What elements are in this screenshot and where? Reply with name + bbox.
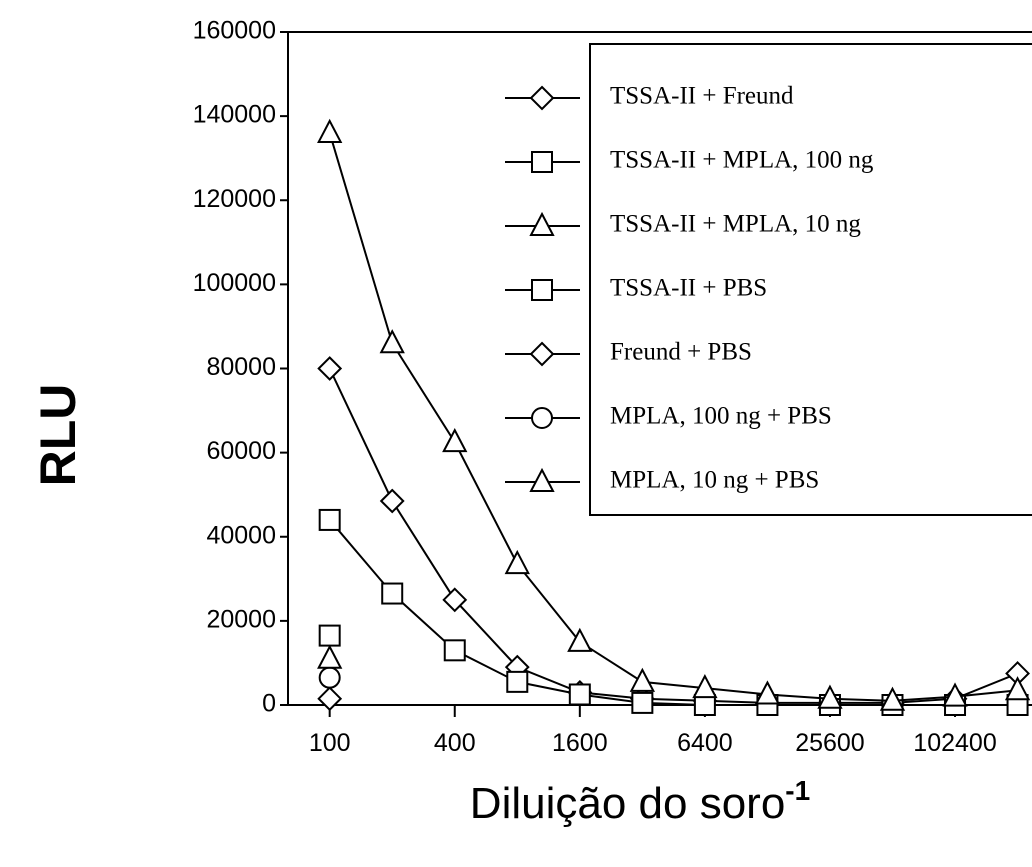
data-point — [692, 674, 718, 699]
legend: TSSA-II + Freund TSSA-II + MPLA, 100 ng TS… — [505, 43, 1032, 516]
data-point — [754, 680, 781, 705]
data-point — [631, 691, 654, 714]
data-point — [442, 427, 468, 453]
y-tick-label: 140000 — [193, 101, 276, 129]
legend-marker — [529, 85, 555, 111]
data-point — [318, 666, 341, 689]
data-point — [817, 684, 843, 709]
data-point — [318, 624, 341, 647]
data-point — [567, 627, 593, 652]
x-tick-label: 100 — [309, 729, 351, 757]
data-point — [568, 683, 591, 706]
legend-marker — [529, 341, 555, 367]
y-tick-label: 20000 — [206, 605, 276, 633]
legend-label: TSSA-II + PBS — [610, 275, 767, 302]
legend-marker — [531, 407, 553, 429]
data-point — [317, 118, 343, 143]
legend-label: Freund + PBS — [610, 339, 752, 366]
data-point — [506, 670, 529, 693]
x-axis-label-main: Diluição do soro — [470, 779, 786, 828]
legend-label: MPLA, 100 ng + PBS — [610, 403, 832, 430]
data-point — [879, 686, 906, 711]
legend-marker — [529, 467, 555, 492]
legend-marker — [531, 151, 553, 173]
y-tick-label: 160000 — [193, 17, 276, 45]
data-point — [317, 644, 343, 669]
legend-marker — [531, 279, 553, 301]
data-point — [379, 329, 405, 354]
y-tick-label: 0 — [262, 690, 276, 718]
x-axis-label-sup: -1 — [785, 775, 810, 806]
y-tick-label: 60000 — [206, 437, 276, 465]
y-tick-label: 80000 — [206, 353, 276, 381]
legend-label: TSSA-II + Freund — [610, 83, 794, 110]
legend-label: MPLA, 10 ng + PBS — [610, 467, 819, 494]
x-tick-label: 400 — [434, 729, 476, 757]
legend-label: TSSA-II + MPLA, 100 ng — [610, 147, 874, 174]
x-tick-label: 6400 — [677, 729, 733, 757]
x-tick-label: 25600 — [795, 729, 865, 757]
legend-box — [589, 43, 1032, 516]
y-axis-label: RLU — [30, 384, 86, 487]
series-line — [328, 132, 1018, 702]
data-point — [504, 549, 530, 575]
data-point — [629, 667, 656, 692]
x-tick-label: 1600 — [552, 729, 608, 757]
data-point — [317, 356, 343, 381]
data-point — [442, 587, 468, 613]
x-tick-label: 102400 — [913, 729, 996, 757]
data-point — [318, 508, 341, 531]
data-point — [942, 682, 968, 707]
y-tick-label: 40000 — [206, 521, 276, 549]
y-tick-label: 100000 — [193, 269, 276, 297]
series-line — [328, 519, 1018, 706]
x-axis-label: Diluição do soro-1 — [470, 775, 810, 828]
legend-marker — [529, 211, 555, 236]
data-point — [443, 639, 466, 662]
data-point — [381, 582, 404, 605]
data-point — [379, 488, 405, 514]
legend-label: TSSA-II + MPLA, 10 ng — [610, 211, 861, 238]
data-point — [1004, 676, 1031, 701]
y-tick-label: 120000 — [193, 185, 276, 213]
data-point — [317, 686, 343, 712]
